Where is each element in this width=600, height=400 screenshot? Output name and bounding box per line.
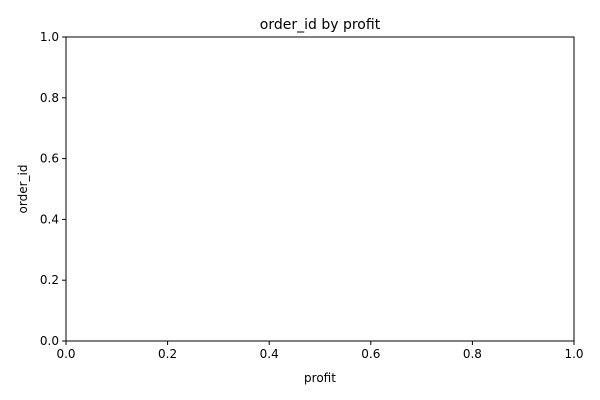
y-axis-label: order_id — [16, 165, 30, 214]
y-tick-label: 0.6 — [40, 152, 59, 166]
x-tick-label: 1.0 — [564, 347, 583, 361]
y-tick-label: 0.4 — [40, 212, 59, 226]
x-tick-label: 0.4 — [260, 347, 279, 361]
plot-area-frame — [65, 36, 575, 342]
y-tick-label: 0.2 — [40, 273, 59, 287]
chart-title: order_id by profit — [260, 17, 381, 33]
y-tick-label: 0.8 — [40, 91, 59, 105]
x-tick-label: 0.2 — [158, 347, 177, 361]
x-tick-label: 0.0 — [56, 347, 75, 361]
y-tick-label: 1.0 — [40, 30, 59, 44]
x-tick-label: 0.8 — [463, 347, 482, 361]
y-tick-label: 0.0 — [40, 334, 59, 348]
y-axis-ticks: 0.0 0.2 0.4 0.6 0.8 1.0 — [40, 30, 66, 348]
x-axis-label: profit — [304, 371, 336, 385]
x-tick-label: 0.6 — [361, 347, 380, 361]
x-axis-ticks: 0.0 0.2 0.4 0.6 0.8 1.0 — [56, 341, 584, 361]
